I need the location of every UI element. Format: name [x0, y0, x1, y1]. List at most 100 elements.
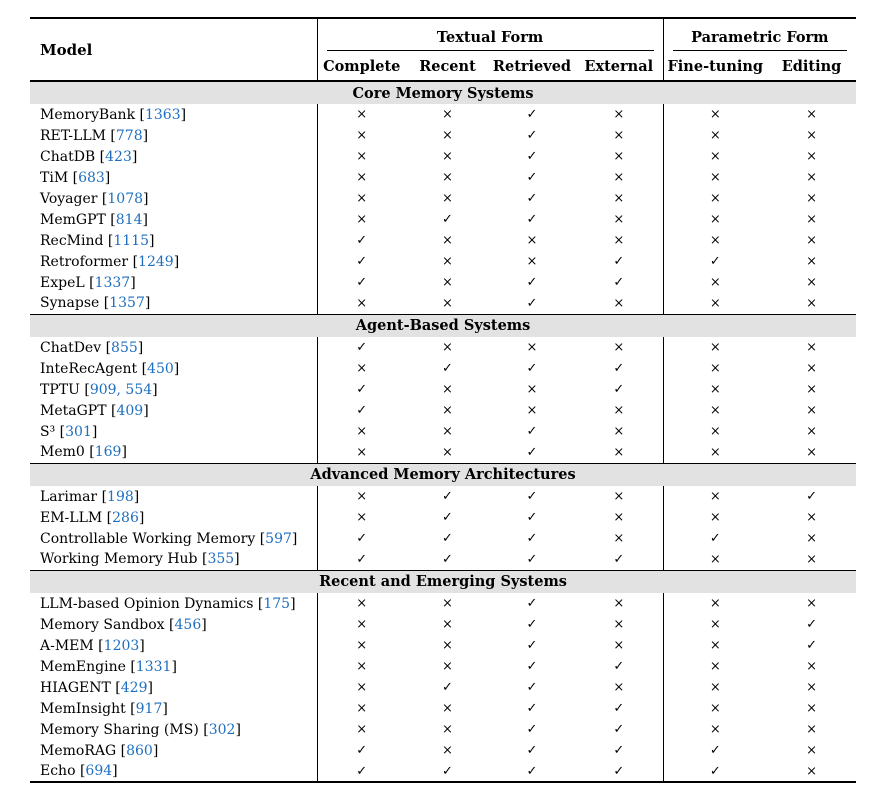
sub-header-row: Complete Recent Retrieved External Fine-tuni…: [30, 52, 856, 81]
citation-link[interactable]: 1357: [109, 295, 145, 312]
section-header: Advanced Memory Architectures: [30, 462, 857, 486]
check-mark: ✓: [526, 444, 538, 460]
cross-mark: ×: [526, 382, 538, 397]
cross-mark: ×: [442, 233, 453, 248]
cross-mark: ×: [806, 191, 817, 206]
check-mark: ✓: [806, 617, 817, 632]
table-row: ChatDB [423] × × ✓ × × ×: [30, 146, 856, 167]
table-row: HIAGENT [429] × ✓ ✓ × × ×: [30, 677, 856, 698]
model-name-cell: EM-LLM [286]: [40, 509, 145, 526]
citation-link[interactable]: 355: [207, 551, 235, 568]
citation-link[interactable]: 1203: [103, 637, 140, 654]
cross-mark: ×: [316, 209, 406, 230]
cross-mark: ×: [316, 635, 406, 656]
citation-link[interactable]: 1331: [135, 658, 172, 675]
citation-link[interactable]: 301: [65, 423, 92, 440]
model-name-cell: Echo [694]: [40, 763, 118, 779]
check-mark: ✓: [613, 701, 625, 716]
table-row: Mem0 [169] × × ✓ × × ×: [30, 442, 856, 463]
check-mark: ✓: [442, 763, 453, 779]
citation-link[interactable]: 683: [78, 169, 105, 186]
check-mark: ✓: [316, 272, 406, 293]
table-row: A-MEM [1203] × × ✓ × × ✓: [30, 635, 856, 656]
check-mark: ✓: [316, 549, 406, 570]
cross-mark: ×: [442, 743, 453, 758]
model-name-cell: ChatDev [855]: [40, 339, 144, 356]
check-mark: ✓: [526, 191, 538, 206]
citation-link[interactable]: 1249: [138, 253, 174, 270]
citation-link[interactable]: 169: [94, 444, 122, 461]
model-name-cell: InteRecAgent [450]: [40, 360, 180, 377]
citation-link[interactable]: 597: [265, 530, 292, 547]
cross-mark: ×: [613, 107, 625, 122]
model-name-cell: Memory Sandbox [456]: [40, 616, 207, 633]
column-group-textual-form: Textual Form: [316, 18, 664, 52]
citation-link[interactable]: 694: [85, 763, 113, 779]
citation-link[interactable]: 302: [208, 721, 236, 738]
column-header-editing: Editing: [781, 57, 842, 75]
check-mark: ✓: [316, 740, 406, 761]
section-header: Recent and Emerging Systems: [30, 569, 857, 593]
citation-link[interactable]: 1078: [107, 190, 144, 207]
cross-mark: ×: [806, 233, 817, 248]
cross-mark: ×: [806, 510, 817, 525]
table-row: Memory Sharing (MS) [302] × × ✓ ✓ × ×: [30, 719, 856, 740]
check-mark: ✓: [526, 701, 538, 716]
citation-link[interactable]: 175: [263, 595, 291, 612]
section-row: Core Memory Systems: [30, 81, 857, 104]
column-header-recent: Recent: [419, 57, 476, 75]
cross-mark: ×: [316, 656, 406, 677]
citation-link[interactable]: 1337: [94, 274, 131, 291]
cross-mark: ×: [806, 295, 817, 311]
table-row: MetaGPT [409] ✓ × × × × ×: [30, 400, 856, 421]
check-mark: ✓: [526, 170, 538, 185]
check-mark: ✓: [526, 212, 538, 227]
citation-link[interactable]: 855: [111, 339, 138, 356]
table-row: MemEngine [1331] × × ✓ ✓ × ×: [30, 656, 856, 677]
citation-link[interactable]: 860: [126, 742, 153, 759]
citation-link[interactable]: 409: [116, 402, 144, 419]
check-mark: ✓: [316, 528, 406, 549]
check-mark: ✓: [526, 638, 538, 653]
cross-mark: ×: [442, 107, 453, 122]
cross-mark: ×: [442, 424, 453, 439]
citation-link[interactable]: 1363: [144, 106, 181, 123]
cross-mark: ×: [613, 149, 625, 164]
citation-link[interactable]: 778: [115, 127, 143, 144]
citation-link[interactable]: 456: [174, 616, 202, 633]
model-name-cell: MetaGPT [409]: [40, 402, 149, 419]
column-header-model: Model: [40, 40, 93, 59]
table-row: TiM [683] × × ✓ × × ×: [30, 167, 856, 188]
cross-mark: ×: [316, 358, 406, 379]
cross-mark: ×: [613, 424, 625, 439]
citation-link[interactable]: 450: [147, 360, 174, 377]
model-name-cell: Larimar [198]: [40, 488, 140, 505]
cross-mark: ×: [662, 209, 768, 230]
cross-mark: ×: [662, 379, 768, 400]
citation-link[interactable]: 917: [135, 700, 163, 717]
check-mark: ✓: [316, 337, 406, 358]
citation-link[interactable]: 814: [115, 211, 143, 228]
check-mark: ✓: [442, 212, 453, 227]
model-name-cell: HIAGENT [429]: [40, 679, 153, 696]
citation-link[interactable]: 286: [112, 509, 139, 526]
cross-mark: ×: [662, 167, 768, 188]
citation-link[interactable]: 429: [120, 679, 148, 696]
cross-mark: ×: [316, 146, 406, 167]
cross-mark: ×: [662, 698, 768, 719]
citation-link[interactable]: 909, 554: [89, 381, 153, 398]
table-row: MemoRAG [860] ✓ × ✓ ✓ ✓ ×: [30, 740, 856, 761]
cross-mark: ×: [316, 486, 406, 507]
memory-systems-comparison-table: Model Textual Form Parametric Form Compl…: [30, 17, 857, 783]
citation-link[interactable]: 198: [107, 488, 134, 505]
check-mark: ✓: [526, 659, 538, 674]
table-row: MemGPT [814] × ✓ ✓ × × ×: [30, 209, 856, 230]
citation-link[interactable]: 1115: [113, 232, 150, 249]
citation-link[interactable]: 423: [105, 148, 132, 165]
cross-mark: ×: [526, 403, 538, 418]
check-mark: ✓: [442, 489, 453, 504]
cross-mark: ×: [316, 677, 406, 698]
check-mark: ✓: [442, 361, 453, 376]
table-row: RecMind [1115] ✓ × × × × ×: [30, 230, 856, 251]
check-mark: ✓: [662, 251, 768, 272]
